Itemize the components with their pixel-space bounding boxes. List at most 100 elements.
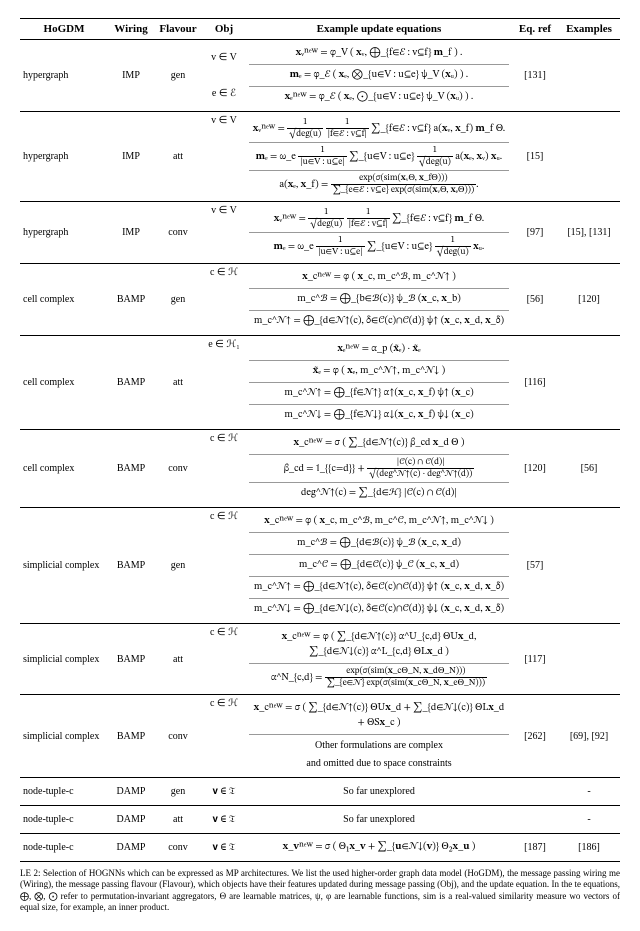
cell-eq: 𝐱_cⁿᵉʷ = φ ( 𝐱_c, m_c^ℬ, m_c^𝒞, m_c^𝒩↑, … [246,508,512,624]
cell-wiring: IMP [108,112,154,202]
cell-wiring: BAMP [108,695,154,778]
header-row: HoGDM Wiring Flavour Obj Example update … [20,19,620,40]
cell-hogdm: cell complex [20,336,108,430]
cell-obj: v ∈ V [202,40,246,76]
cell-hogdm: cell complex [20,430,108,508]
cell-eqref: [187] [512,834,558,862]
cell-eq: 𝐱ₑⁿᵉʷ = α_p (𝐱̃ₑ) · 𝐱̃ₑ 𝐱̃ₑ = φ ( 𝐱ₑ, m_… [246,336,512,430]
table-row: hypergraph IMP conv v ∈ V 𝐱ᵥⁿᵉʷ = 1√deg(… [20,202,620,264]
cell-obj: v ∈ V [202,112,246,202]
cell-eqref: [117] [512,624,558,695]
th-examples: Examples [558,19,620,40]
cell-hogdm: node-tuple-c [20,778,108,806]
cell-flavour: att [154,624,202,695]
cell-examples [558,336,620,430]
hognn-table: HoGDM Wiring Flavour Obj Example update … [20,18,620,862]
table-row: simplicial complex BAMP conv c ∈ ℋ 𝐱_cⁿᵉ… [20,695,620,778]
cell-obj: 𝐯 ∈ 𝔗 [202,778,246,806]
cell-examples: [186] [558,834,620,862]
cell-eq: 𝐱_𝐯ⁿᵉʷ = σ ( Θ₁𝐱_𝐯 + ∑_{𝐮∈𝒩↓(𝐯)} Θ₂𝐱_𝐮 ) [246,834,512,862]
cell-examples: [69], [92] [558,695,620,778]
cell-examples: - [558,778,620,806]
cell-obj: c ∈ ℋ [202,624,246,695]
cell-hogdm: hypergraph [20,40,108,112]
cell-hogdm: simplicial complex [20,695,108,778]
cell-obj: v ∈ V [202,202,246,264]
cell-flavour: conv [154,834,202,862]
cell-eqref [512,778,558,806]
cell-eq: 𝐱_cⁿᵉʷ = φ ( 𝐱_c, m_c^ℬ, m_c^𝒩↑ ) m_c^ℬ … [246,264,512,336]
cell-examples: [120] [558,264,620,336]
cell-examples: [56] [558,430,620,508]
cell-obj: c ∈ ℋ [202,264,246,336]
cell-eq: 𝐱_cⁿᵉʷ = σ ( ∑_{d∈𝒩↑(c)} ΘU𝐱_d + ∑_{d∈𝒩↓… [246,695,512,778]
cell-wiring: DAMP [108,834,154,862]
table-row: node-tuple-c DAMP gen 𝐯 ∈ 𝔗 So far unexp… [20,778,620,806]
table-row: hypergraph IMP gen v ∈ V 𝐱ᵥⁿᵉʷ = φ_V ( 𝐱… [20,40,620,76]
cell-wiring: IMP [108,202,154,264]
cell-eq: 𝐱ᵥⁿᵉʷ = φ_V ( 𝐱ᵥ, ⨁_{f∈ℰ : v⊆f} 𝐦_f ) . … [246,40,512,112]
cell-examples: - [558,806,620,834]
cell-eqref [512,806,558,834]
cell-obj: 𝐯 ∈ 𝔗 [202,834,246,862]
cell-examples [558,624,620,695]
cell-obj: e ∈ ℋ₁ [202,336,246,430]
table-row: cell complex BAMP att e ∈ ℋ₁ 𝐱ₑⁿᵉʷ = α_p… [20,336,620,430]
table-row: cell complex BAMP conv c ∈ ℋ 𝐱_cⁿᵉʷ = σ … [20,430,620,508]
cell-eqref: [120] [512,430,558,508]
cell-wiring: DAMP [108,806,154,834]
cell-flavour: conv [154,202,202,264]
table-row: hypergraph IMP att v ∈ V 𝐱ᵥⁿᵉʷ = 1√deg(u… [20,112,620,202]
cell-flavour: gen [154,264,202,336]
cell-eqref: [131] [512,40,558,112]
table-row: node-tuple-c DAMP att 𝐯 ∈ 𝔗 So far unexp… [20,806,620,834]
cell-eqref: [116] [512,336,558,430]
cell-hogdm: hypergraph [20,202,108,264]
cell-examples [558,112,620,202]
table-row: simplicial complex BAMP att c ∈ ℋ 𝐱_cⁿᵉʷ… [20,624,620,695]
cell-examples: [15], [131] [558,202,620,264]
table-caption: LE 2: Selection of HOGNNs which can be e… [20,868,620,913]
cell-eqref: [262] [512,695,558,778]
cell-wiring: BAMP [108,264,154,336]
cell-eqref: [15] [512,112,558,202]
th-obj: Obj [202,19,246,40]
th-wiring: Wiring [108,19,154,40]
cell-obj: c ∈ ℋ [202,430,246,508]
th-eqref: Eq. ref [512,19,558,40]
cell-wiring: BAMP [108,508,154,624]
cell-hogdm: simplicial complex [20,624,108,695]
cell-flavour: conv [154,695,202,778]
cell-eq: 𝐱ᵥⁿᵉʷ = 1√deg(u) 1|f∈ℰ : v⊆f| ∑_{f∈ℰ : v… [246,202,512,264]
th-eq: Example update equations [246,19,512,40]
table-row: node-tuple-c DAMP conv 𝐯 ∈ 𝔗 𝐱_𝐯ⁿᵉʷ = σ … [20,834,620,862]
cell-flavour: att [154,112,202,202]
cell-examples [558,508,620,624]
table-row: simplicial complex BAMP gen c ∈ ℋ 𝐱_cⁿᵉʷ… [20,508,620,624]
cell-flavour: gen [154,40,202,112]
cell-wiring: BAMP [108,430,154,508]
cell-hogdm: node-tuple-c [20,806,108,834]
cell-hogdm: node-tuple-c [20,834,108,862]
th-flavour: Flavour [154,19,202,40]
cell-examples [558,40,620,112]
cell-flavour: conv [154,430,202,508]
cell-eqref: [57] [512,508,558,624]
cell-wiring: BAMP [108,336,154,430]
cell-flavour: att [154,806,202,834]
cell-eqref: [56] [512,264,558,336]
cell-wiring: BAMP [108,624,154,695]
cell-flavour: gen [154,508,202,624]
cell-eq: So far unexplored [246,778,512,806]
cell-wiring: IMP [108,40,154,112]
cell-hogdm: hypergraph [20,112,108,202]
cell-flavour: att [154,336,202,430]
cell-obj: c ∈ ℋ [202,508,246,624]
cell-hogdm: simplicial complex [20,508,108,624]
cell-eq: 𝐱ᵥⁿᵉʷ = 1√deg(u) 1|f∈ℰ : v⊆f| ∑_{f∈ℰ : v… [246,112,512,202]
table-row: cell complex BAMP gen c ∈ ℋ 𝐱_cⁿᵉʷ = φ (… [20,264,620,336]
cell-eq: So far unexplored [246,806,512,834]
cell-wiring: DAMP [108,778,154,806]
cell-obj: 𝐯 ∈ 𝔗 [202,806,246,834]
th-hogdm: HoGDM [20,19,108,40]
